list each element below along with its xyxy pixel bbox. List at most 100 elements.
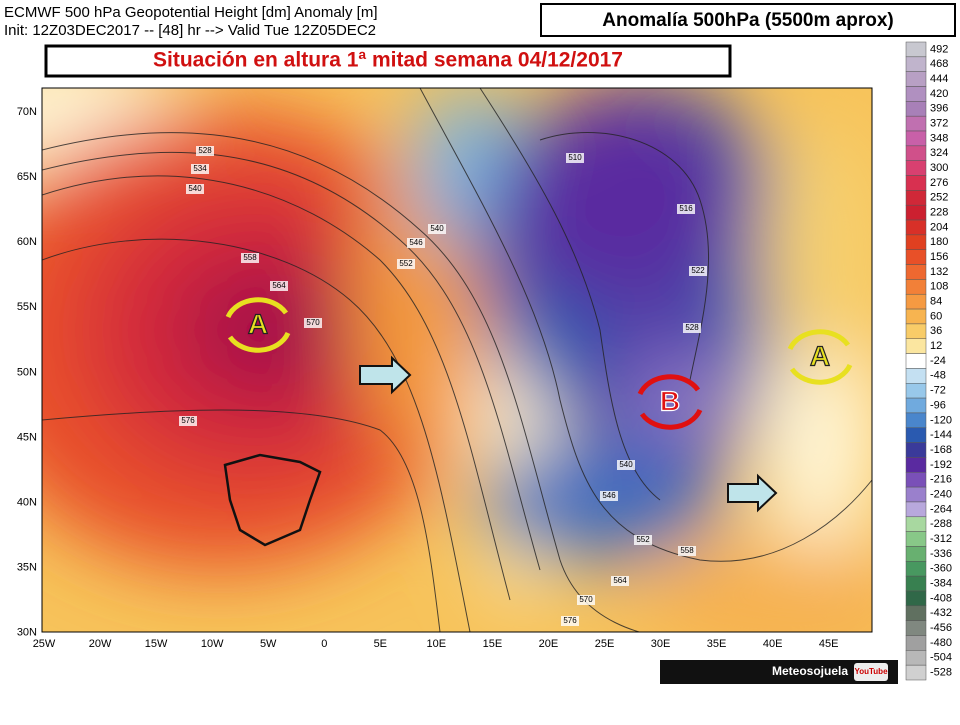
lon-label: 15E (483, 638, 503, 650)
lon-label: 5E (374, 638, 387, 650)
colorbar-cell (905, 323, 927, 339)
colorbar-label: -144 (930, 429, 952, 441)
lat-label: 35N (17, 562, 37, 574)
lon-label: 0 (321, 638, 327, 650)
colorbar-label: 180 (930, 236, 948, 248)
contour-label: 546 (409, 238, 423, 247)
colorbar-cell (905, 249, 927, 265)
contour-label: 534 (193, 164, 207, 173)
colorbar-cell (905, 41, 927, 58)
colorbar-cell (905, 130, 927, 147)
contour-label-bg (179, 416, 197, 426)
lon-label: 5W (260, 638, 277, 650)
contour-label-bg (561, 616, 579, 626)
header-line: Init: 12Z03DEC2017 -- [48] hr --> Valid … (4, 22, 376, 39)
colorbar-label: 468 (930, 58, 948, 70)
plot-frame (41, 87, 873, 633)
colorbar-label: -528 (930, 666, 952, 678)
contour-label-bg (241, 253, 259, 263)
colorbar-label: -360 (930, 563, 952, 575)
colorbar-label: -480 (930, 637, 952, 649)
colorbar-cell (905, 546, 927, 562)
circulation-arrow (637, 374, 701, 396)
colorbar-cell (905, 71, 927, 87)
lon-label: 10W (201, 638, 224, 650)
contour-label-bg (677, 204, 695, 214)
colorbar-cell (905, 204, 927, 221)
contour-label: 552 (399, 259, 413, 268)
anomaly-field (42, 88, 872, 632)
lon-label: 45E (819, 638, 839, 650)
colorbar-cell (905, 101, 927, 117)
colorbar-label: -288 (930, 518, 952, 530)
colorbar-cell (905, 338, 927, 354)
colorbar-cell (905, 368, 927, 384)
colorbar-cell (905, 531, 927, 547)
colorbar-cell (905, 219, 927, 236)
colorbar-label: 324 (930, 147, 948, 159)
colorbar-label: 420 (930, 88, 948, 100)
lon-label: 40E (763, 638, 783, 650)
contour-label: 564 (613, 576, 627, 585)
lon-label: 20W (89, 638, 112, 650)
contour-label-bg (577, 595, 595, 605)
contour-label-bg (196, 146, 214, 156)
colorbar-cell (905, 160, 927, 176)
contour-label: 552 (636, 535, 650, 544)
contour-label: 570 (579, 595, 593, 604)
contour-label-bg (600, 491, 618, 501)
contour-label-bg (270, 281, 288, 291)
colorbar-label: -456 (930, 622, 952, 634)
colorbar-label: -96 (930, 399, 946, 411)
pressure-centre: B (660, 385, 680, 416)
colorbar-label: 372 (930, 118, 948, 130)
badge-box (540, 3, 956, 37)
colorbar-cell (905, 501, 927, 518)
contour-label-bg (428, 224, 446, 234)
contour-label-bg (566, 153, 584, 163)
colorbar-cell (905, 234, 927, 250)
colorbar-label: 348 (930, 132, 948, 144)
colorbar-label: -168 (930, 444, 952, 456)
colorbar-label: 228 (930, 207, 948, 219)
colorbar-cell (905, 86, 927, 102)
lon-label: 30E (651, 638, 671, 650)
header-line: ECMWF 500 hPa Geopotential Height [dm] A… (4, 4, 378, 21)
colorbar-label: 444 (930, 73, 948, 85)
pressure-centre: A (810, 340, 830, 371)
contour-label-bg (191, 164, 209, 174)
colorbar-cell (905, 397, 927, 414)
colorbar-label: -48 (930, 370, 946, 382)
contour-label: 540 (619, 460, 633, 469)
youtube-label: YouTube (854, 667, 888, 676)
youtube-logo (854, 663, 888, 681)
contour-label: 576 (181, 416, 195, 425)
lat-label: 45N (17, 431, 37, 443)
contour-label-bg (689, 266, 707, 276)
contour-label-bg (678, 546, 696, 556)
contour-label: 558 (243, 253, 257, 262)
banner: Situación en altura 1ª mitad semana 04/1… (153, 49, 623, 72)
colorbar-cell (905, 175, 927, 191)
contour-label-bg (617, 460, 635, 470)
contour-label: 528 (685, 323, 699, 332)
colorbar-label: -312 (930, 533, 952, 545)
colorbar-label: 156 (930, 251, 948, 263)
colorbar-label: 396 (930, 103, 948, 115)
contour-label: 564 (272, 281, 286, 290)
contour-label-bg (407, 238, 425, 248)
colorbar-label: -504 (930, 652, 952, 664)
pressure-centre: A (248, 308, 268, 339)
contour-label: 570 (306, 318, 320, 327)
colorbar-cell (905, 472, 927, 488)
colorbar-label: 132 (930, 266, 948, 278)
lat-label: 40N (17, 497, 37, 509)
lat-label: 65N (17, 171, 37, 183)
circulation-arrow (789, 363, 853, 385)
colorbar-cell (905, 635, 927, 651)
lat-label: 70N (17, 106, 37, 118)
lat-label: 50N (17, 366, 37, 378)
colorbar-cell (905, 486, 927, 503)
contour-label: 540 (188, 184, 202, 193)
